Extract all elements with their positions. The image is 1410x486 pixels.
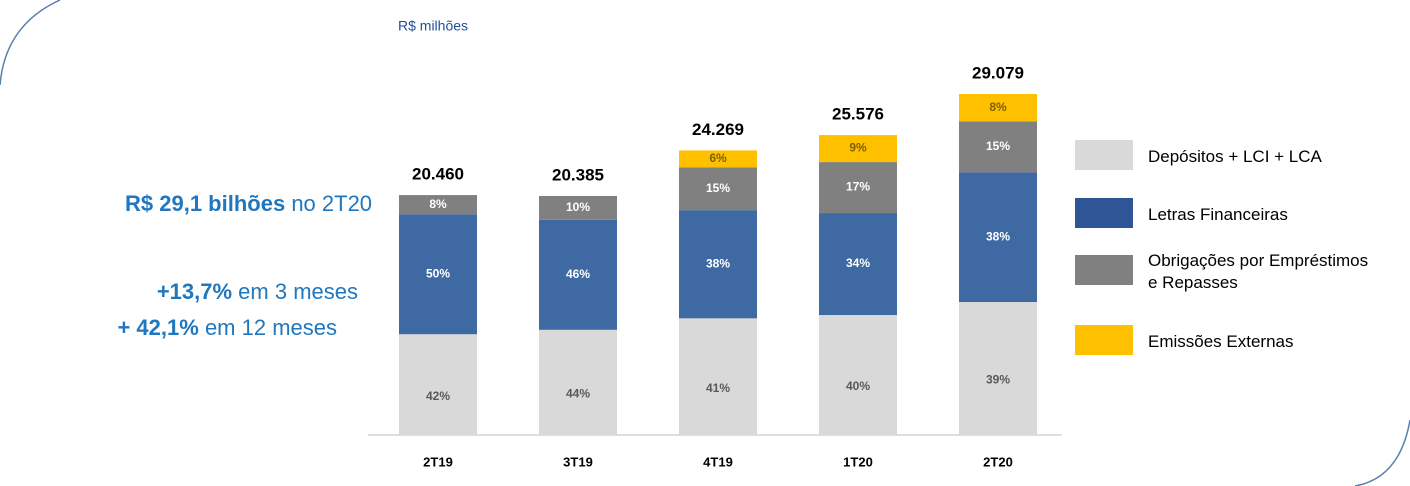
bar-segment (679, 150, 757, 168)
highlight: R$ 29,1 bilhões no 2T20 (125, 191, 372, 216)
bar-segment (819, 162, 897, 214)
subtitle: R$ milhões (398, 18, 468, 34)
segment-label: 9% (849, 141, 867, 155)
highlight-text: em 3 meses (238, 279, 358, 304)
legend-label: Obrigações por Empréstimos e Repasses (1148, 251, 1369, 292)
bar-segment (959, 302, 1037, 435)
bar-segment (959, 94, 1037, 122)
x-tick-label: 2T20 (983, 454, 1013, 469)
segment-label: 38% (986, 229, 1010, 243)
highlight: + 42,1% em 12 meses (117, 315, 337, 340)
highlight: +13,7% em 3 meses (157, 279, 358, 304)
bar-segment (819, 315, 897, 435)
bar-segment (819, 135, 897, 163)
x-tick-label: 2T19 (423, 454, 453, 469)
legend-label: Depósitos + LCI + LCA (1148, 147, 1322, 166)
segment-label: 38% (706, 256, 730, 270)
total-label: 20.460 (412, 165, 464, 184)
legend-swatch (1075, 198, 1133, 228)
highlight-text: no 2T20 (291, 191, 372, 216)
legend-swatch (1075, 325, 1133, 355)
total-label: 25.576 (832, 105, 884, 124)
segment-label: 8% (429, 197, 447, 211)
x-tick-label: 3T19 (563, 454, 593, 469)
bar-segment (959, 172, 1037, 303)
x-tick-label: 4T19 (703, 454, 733, 469)
segment-label: 50% (426, 266, 450, 280)
legend-swatch (1075, 255, 1133, 285)
bar-segment (679, 210, 757, 319)
segment-label: 44% (566, 387, 590, 401)
legend-label: Emissões Externas (1148, 332, 1294, 351)
bar-segment (959, 121, 1037, 173)
highlight-strong: R$ 29,1 bilhões (125, 191, 285, 216)
bar-segment (539, 219, 617, 330)
bar-segment (399, 334, 477, 435)
segment-label: 42% (426, 389, 450, 403)
segment-label: 15% (706, 181, 730, 195)
bar-segment (679, 167, 757, 211)
segment-label: 46% (566, 267, 590, 281)
highlight-strong: +13,7% (157, 279, 232, 304)
segment-label: 34% (846, 256, 870, 270)
total-label: 24.269 (692, 120, 744, 139)
bar-segment (679, 318, 757, 435)
segment-label: 10% (566, 200, 590, 214)
bar-segment (399, 214, 477, 335)
decor-curve (0, 0, 61, 86)
legend-label: Letras Financeiras (1148, 205, 1288, 224)
total-label: 20.385 (552, 165, 604, 184)
highlight-text: em 12 meses (205, 315, 337, 340)
highlight-strong: + 42,1% (117, 315, 198, 340)
total-label: 29.079 (972, 63, 1024, 82)
bar-segment (539, 329, 617, 435)
segment-label: 40% (846, 379, 870, 393)
segment-label: 17% (846, 180, 870, 194)
bar-segment (399, 195, 477, 215)
bar-segment (539, 195, 617, 220)
bar-segment (819, 213, 897, 316)
decor-curve (1354, 419, 1410, 486)
segment-label: 8% (989, 100, 1007, 114)
segment-label: 39% (986, 373, 1010, 387)
segment-label: 15% (986, 139, 1010, 153)
segment-label: 41% (706, 381, 730, 395)
legend-swatch (1075, 140, 1133, 170)
segment-label: 6% (709, 151, 727, 165)
x-tick-label: 1T20 (843, 454, 873, 469)
